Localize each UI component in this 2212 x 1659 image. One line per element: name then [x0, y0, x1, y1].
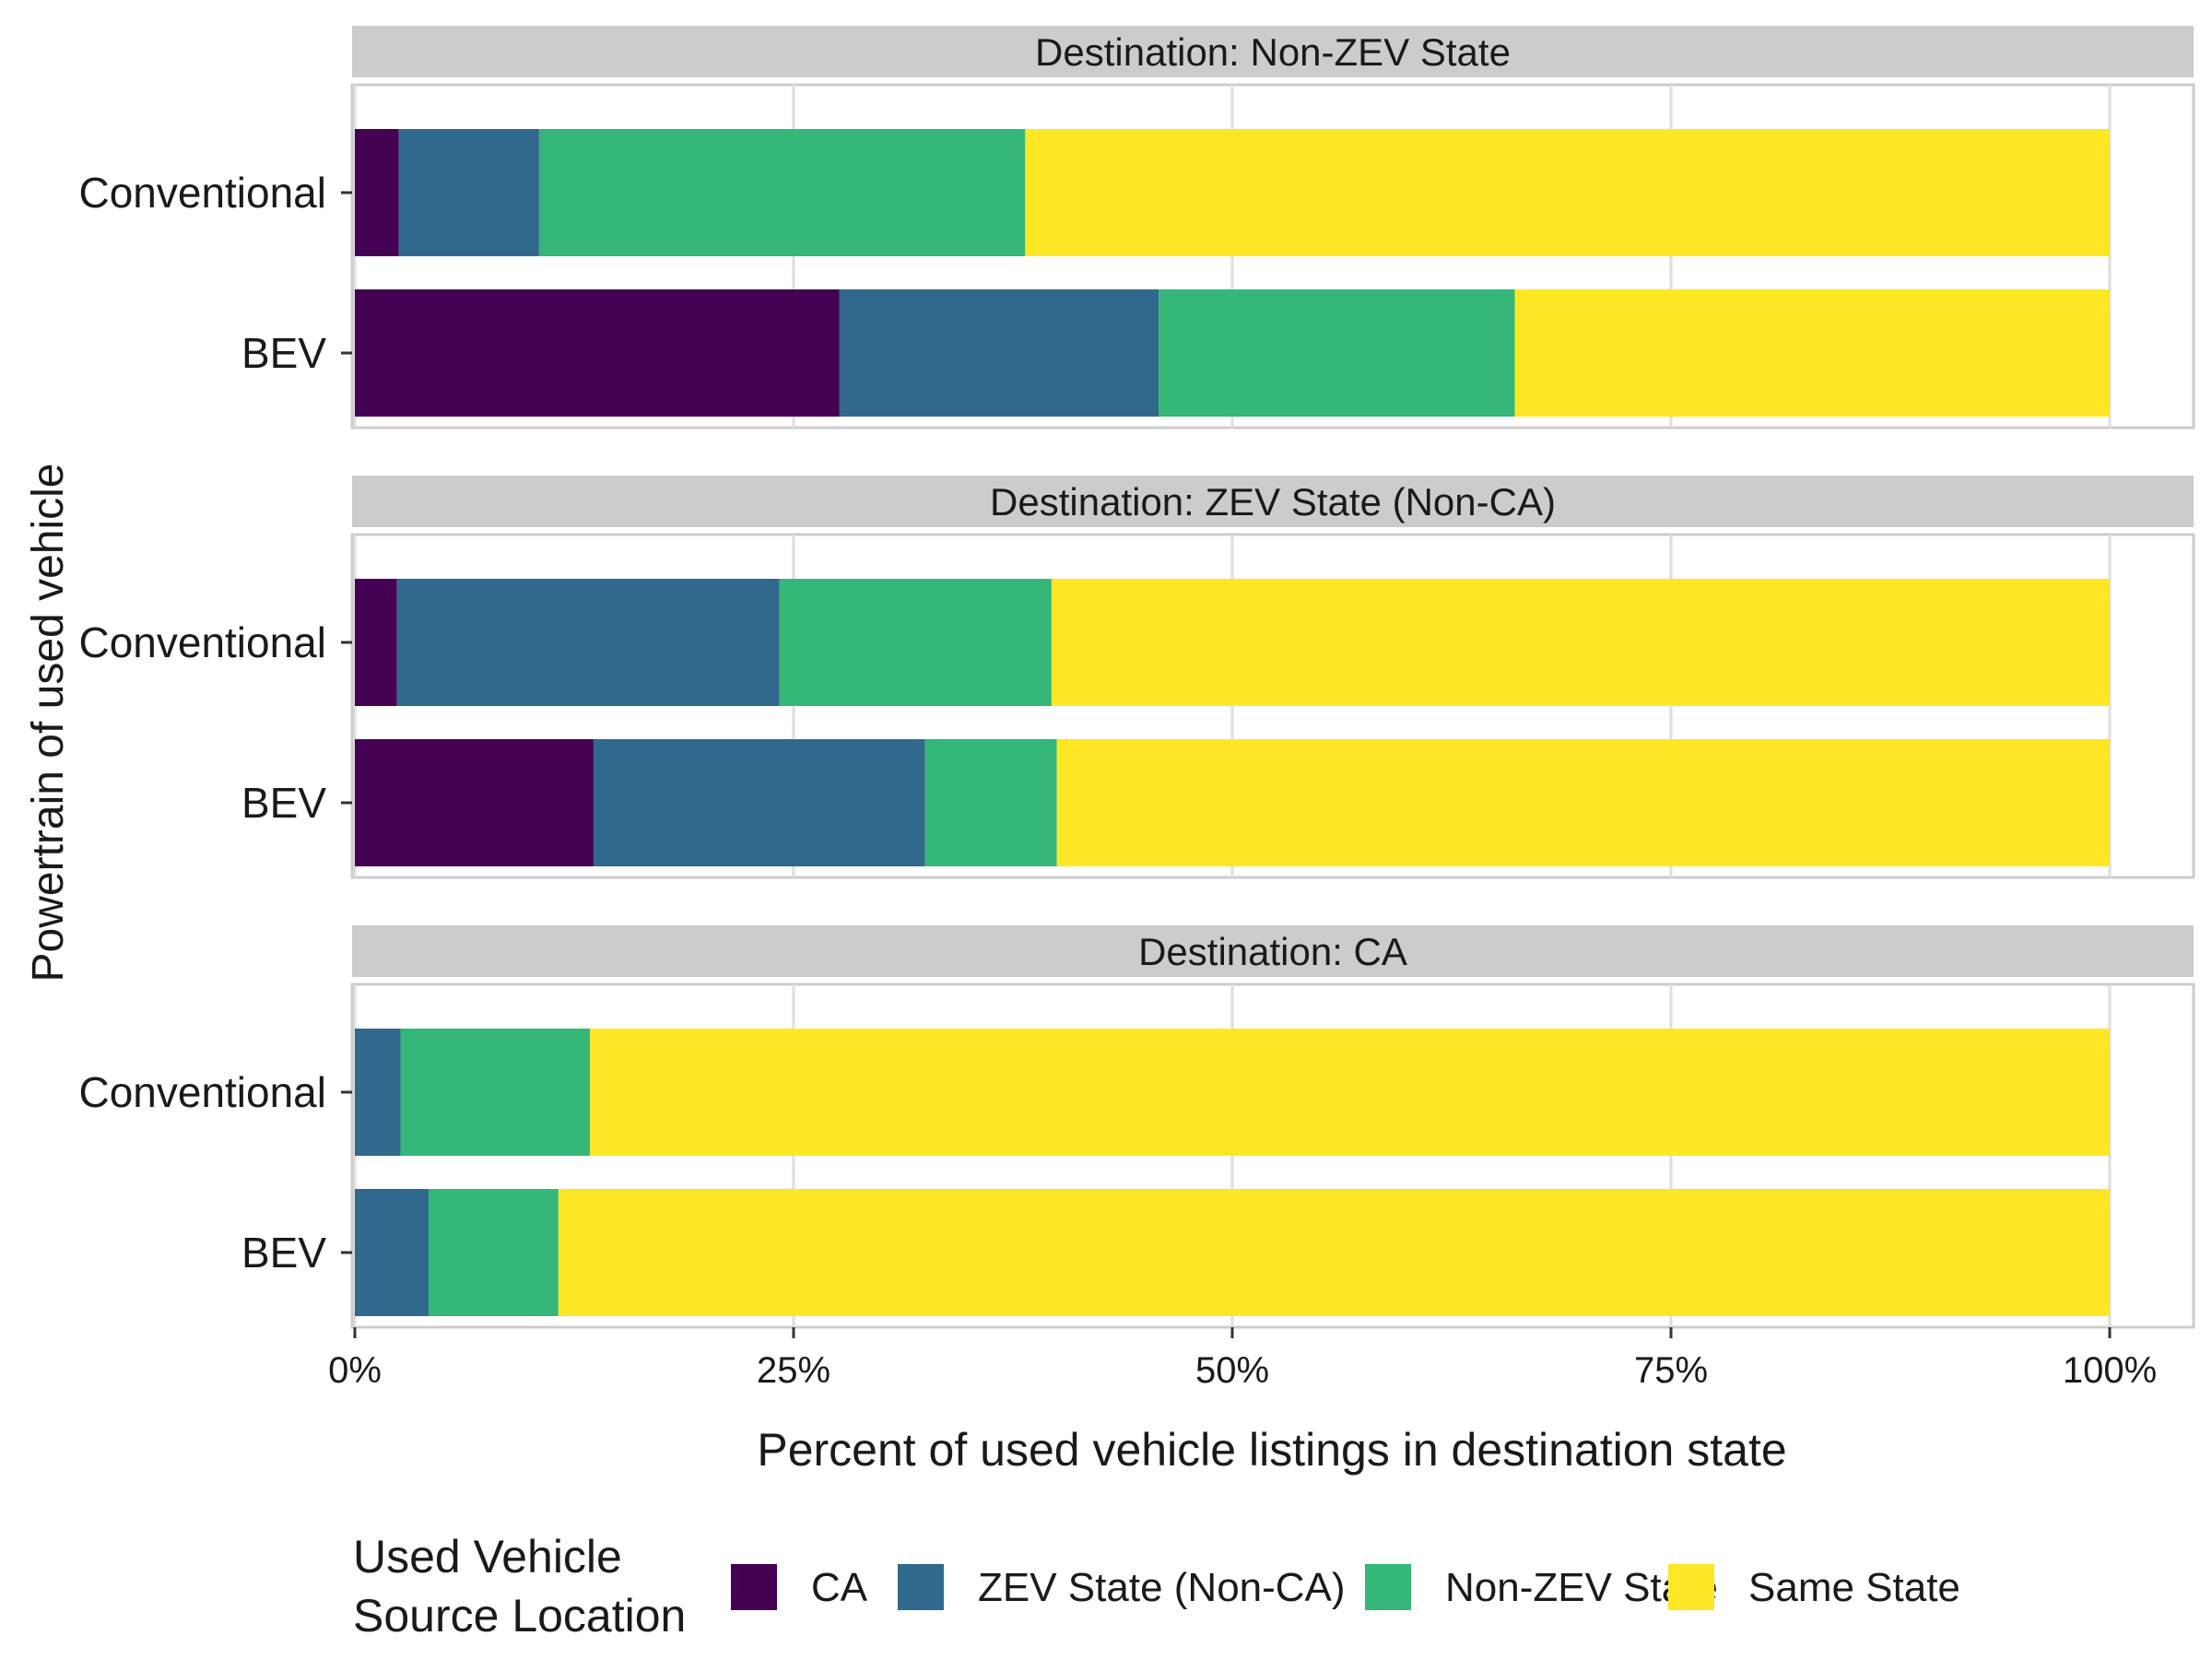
bar-segment [924, 739, 1057, 866]
bar-segment [839, 289, 1159, 417]
y-tick-label: Conventional [78, 1068, 326, 1116]
y-axis-label: Powertrain of used vehicle [24, 464, 73, 982]
bar-segment [355, 1029, 401, 1156]
bar-segment [593, 739, 925, 866]
facet-panel: Destination: ZEV State (Non-CA) Conventio… [78, 476, 2195, 879]
facet-strip [352, 476, 2194, 527]
bar-segment [428, 1189, 559, 1316]
legend-swatch [898, 1564, 944, 1610]
facet-strip-label: Destination: ZEV State (Non-CA) [990, 480, 1556, 524]
bar-segment [590, 1029, 2110, 1156]
legend-swatch [1365, 1564, 1411, 1610]
legend-entry: Non-ZEV State [1365, 1564, 1718, 1610]
legend-swatch [1668, 1564, 1714, 1610]
x-tick-label: 50% [1195, 1350, 1269, 1391]
bar-segment [779, 579, 1052, 706]
facet-strip [352, 26, 2194, 77]
legend-title: Source Location [353, 1590, 686, 1641]
legend-label: Same State [1748, 1565, 1960, 1610]
bar-segment [1514, 289, 2110, 417]
bar-segment [1056, 739, 2110, 866]
legend-entry: CA [731, 1564, 868, 1610]
y-tick-label: BEV [241, 1229, 326, 1277]
bar-segment [398, 129, 539, 256]
facet-strip-label: Destination: Non-ZEV State [1035, 30, 1511, 74]
bar-segment [538, 129, 1026, 256]
facet-strip [352, 925, 2194, 977]
legend-entry: Same State [1668, 1564, 1960, 1610]
x-axis: 0% 25% 50% 75% 100% [328, 1327, 2157, 1391]
y-tick-label: BEV [241, 329, 326, 377]
bar-segment [396, 579, 780, 706]
legend-label: CA [811, 1565, 868, 1610]
x-tick-label: 75% [1634, 1350, 1708, 1391]
legend: Used Vehicle Source Location CA ZEV State (… [353, 1531, 1960, 1641]
legend-label: ZEV State (Non-CA) [978, 1565, 1346, 1610]
facet-strip-label: Destination: CA [1138, 930, 1407, 973]
facet-panel: Destination: Non-ZEV State Conventional BE… [78, 26, 2195, 429]
x-tick-label: 100% [2063, 1350, 2157, 1391]
facet-panels: Destination: Non-ZEV State Conventional BE… [78, 26, 2195, 1329]
bar-segment [558, 1189, 2110, 1316]
legend-swatch [731, 1564, 777, 1610]
bar-segment [1159, 289, 1515, 417]
facet-panel: Destination: CA Conventional BEV [78, 925, 2195, 1329]
y-tick-label: BEV [241, 779, 326, 827]
legend-title: Used Vehicle [353, 1531, 622, 1583]
x-axis-label: Percent of used vehicle listings in dest… [757, 1424, 1786, 1476]
bar-segment [355, 579, 397, 706]
bar-segment [355, 739, 594, 866]
bar-segment [1025, 129, 2110, 256]
bar-segment [355, 1189, 429, 1316]
x-tick-label: 0% [328, 1350, 382, 1391]
bar-segment [355, 129, 399, 256]
bar-segment [400, 1029, 591, 1156]
y-tick-label: Conventional [78, 169, 326, 217]
bar-segment [1051, 579, 2110, 706]
bar-segment [355, 289, 840, 417]
y-tick-label: Conventional [78, 618, 326, 666]
legend-entry: ZEV State (Non-CA) [898, 1564, 1346, 1610]
x-tick-label: 25% [757, 1350, 830, 1391]
